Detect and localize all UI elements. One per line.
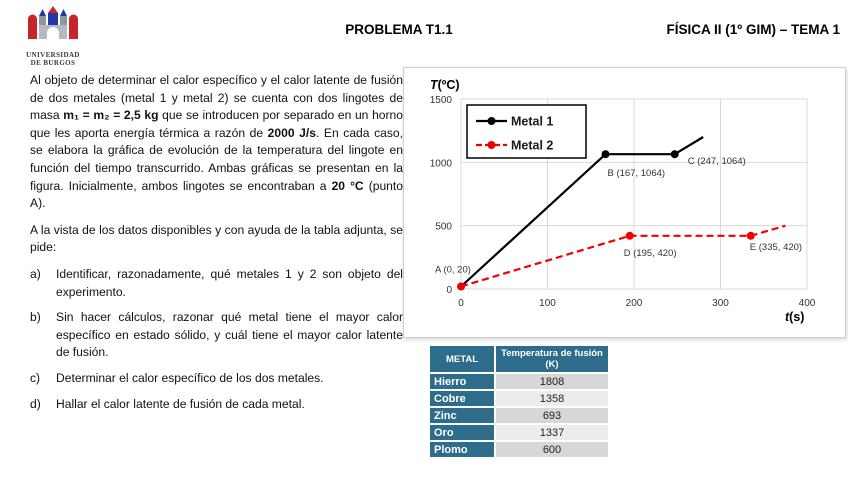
logo-text-line1: UNIVERSIDAD: [26, 51, 80, 59]
svg-text:C (247, 1064): C (247, 1064): [688, 156, 746, 167]
metal-name-cell: Hierro: [430, 374, 494, 389]
table-row: Cobre 1358: [430, 391, 608, 406]
svg-text:400: 400: [799, 298, 816, 309]
svg-text:200: 200: [626, 298, 643, 309]
question-item: c) Determinar el calor específico de los …: [30, 370, 403, 388]
intro-text-run: Al objeto de determinar el calor específ…: [30, 73, 403, 123]
svg-text:Metal 2: Metal 2: [511, 139, 553, 153]
svg-text:300: 300: [712, 298, 729, 309]
temperature-time-chart: 0 100 200 300 400 0 500 1000 1500 T(ºC) t(s) A (0, …: [403, 67, 846, 338]
castle-logo-icon: [28, 6, 78, 39]
question-text: Hallar el calor latente de fusión de cad…: [56, 396, 305, 411]
svg-text:T(ºC): T(ºC): [430, 78, 460, 92]
question-text: Identificar, razonadamente, qué metales …: [56, 266, 403, 299]
table-row: Oro 1337: [430, 425, 608, 440]
problem-statement: Al objeto de determinar el calor específ…: [30, 72, 403, 413]
svg-text:E (335, 420): E (335, 420): [750, 242, 802, 253]
metal-name-cell: Zinc: [430, 408, 494, 423]
fusion-temp-cell: 1808: [496, 374, 608, 389]
svg-text:t(s): t(s): [785, 310, 804, 324]
question-item: d) Hallar el calor latente de fusión de c…: [30, 396, 403, 414]
intro-text-run: (punto A).: [30, 178, 403, 211]
fusion-temp-cell: 1337: [496, 425, 608, 440]
chart-canvas: 0 100 200 300 400 0 500 1000 1500 T(ºC) t(s) A (0, …: [430, 78, 816, 324]
metal-name-cell: Cobre: [430, 391, 494, 406]
fusion-temp-cell: 1358: [496, 391, 608, 406]
question-label: b): [30, 310, 41, 325]
course-title: FÍSICA II (1º GIM) – TEMA 1: [666, 22, 840, 37]
logo-text-line2: DE BURGOS: [30, 59, 76, 67]
table-header-metal: METAL: [430, 346, 494, 372]
fusion-temp-cell: 693: [496, 408, 608, 423]
svg-text:Metal 1: Metal 1: [511, 115, 553, 129]
table-row: Zinc 693: [430, 408, 608, 423]
metal-name-cell: Plomo: [430, 442, 494, 457]
document-title: PROBLEMA T1.1: [345, 22, 453, 37]
problem-prompt: A la vista de los datos disponibles y co…: [30, 222, 403, 255]
question-item: b) Sin hacer cálculos, razonar qué metal …: [30, 309, 403, 362]
svg-text:500: 500: [435, 222, 452, 233]
intro-text-run: que se introducen por separado en un hor…: [30, 108, 404, 140]
svg-text:D (195, 420): D (195, 420): [624, 248, 677, 259]
intro-text-run: 2000 J/s: [267, 125, 316, 140]
svg-text:A (0, 20): A (0, 20): [435, 265, 471, 276]
svg-text:0: 0: [446, 285, 452, 296]
question-item: a) Identificar, razonadamente, qué metale…: [30, 266, 403, 301]
svg-text:0: 0: [458, 298, 464, 309]
question-text: Determinar el calor específico de los do…: [56, 370, 324, 385]
problem-intro-paragraph: Al objeto de determinar el calor específ…: [30, 72, 403, 213]
intro-text-run: 20 °C: [331, 178, 364, 193]
metal-name-cell: Oro: [430, 425, 494, 440]
question-label: a): [30, 266, 41, 281]
svg-text:100: 100: [539, 298, 556, 309]
fusion-temperature-table: METAL Temperatura de fusión (K) Hierro 18…: [428, 344, 610, 459]
fusion-temp-cell: 600: [496, 442, 608, 457]
question-list: a) Identificar, razonadamente, qué metale…: [30, 266, 403, 413]
intro-text-run: m₁ = m₂ = 2,5 kg: [63, 108, 159, 123]
question-label: d): [30, 396, 41, 411]
svg-text:1500: 1500: [430, 95, 453, 106]
svg-text:B (167, 1064): B (167, 1064): [608, 168, 666, 179]
table-row: Plomo 600: [430, 442, 608, 457]
table-row: Hierro 1808: [430, 374, 608, 389]
university-logo: UNIVERSIDAD DE BURGOS: [14, 5, 92, 67]
table-header-fusion-temp: Temperatura de fusión (K): [496, 346, 608, 372]
question-label: c): [30, 370, 41, 385]
svg-text:1000: 1000: [430, 158, 453, 169]
intro-text-run: . En cada caso, se elabora la gráfica de…: [30, 125, 403, 193]
question-text: Sin hacer cálculos, razonar qué metal ti…: [56, 310, 403, 360]
